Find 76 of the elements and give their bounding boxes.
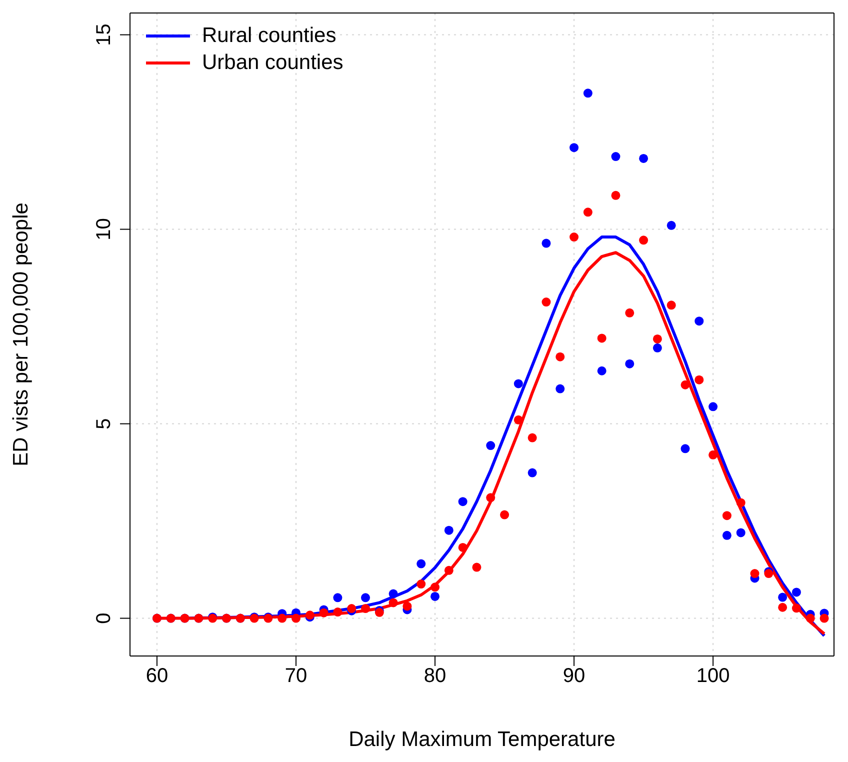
point [722, 530, 732, 540]
point [458, 497, 468, 506]
point [750, 569, 760, 578]
y-tick-label: 0 [93, 612, 115, 624]
point [402, 602, 412, 611]
x-tick-label: 90 [562, 665, 586, 688]
point [666, 220, 676, 230]
point [333, 608, 342, 617]
point [694, 375, 704, 384]
point [458, 542, 468, 552]
point [583, 208, 592, 217]
y-tick-label: 10 [93, 218, 115, 240]
point [388, 598, 398, 608]
point [611, 190, 620, 200]
point [361, 604, 370, 614]
point [652, 334, 662, 344]
point [652, 343, 662, 352]
y-axis-title: ED vists per 100,000 people [9, 202, 32, 466]
y-tick-label: 15 [93, 24, 115, 46]
point [597, 334, 606, 343]
point [570, 143, 579, 152]
legend-label: Urban counties [202, 50, 344, 76]
point [570, 232, 579, 242]
point [778, 602, 788, 612]
point [444, 526, 454, 535]
point [388, 589, 398, 598]
point [472, 562, 482, 572]
x-tick-label: 100 [696, 665, 730, 688]
point [444, 566, 454, 575]
point [528, 433, 537, 442]
point [639, 154, 648, 163]
point [486, 441, 496, 450]
point [514, 379, 523, 388]
point [416, 580, 426, 589]
point [820, 614, 829, 623]
point [556, 352, 565, 362]
point [542, 238, 551, 248]
point [430, 582, 440, 592]
point [583, 88, 592, 98]
point [430, 592, 440, 601]
point [680, 444, 690, 454]
point [319, 608, 328, 618]
x-tick-label: 70 [284, 665, 308, 688]
point [291, 614, 300, 623]
point [736, 498, 746, 508]
point [708, 402, 718, 412]
y-tick-label: 5 [93, 418, 115, 430]
point [666, 300, 676, 310]
point [680, 380, 690, 390]
point [542, 298, 551, 307]
point [806, 614, 815, 623]
x-tick-label: 60 [146, 665, 168, 688]
point [639, 236, 648, 245]
point [792, 588, 801, 597]
point [611, 152, 620, 162]
point [625, 359, 634, 368]
point [694, 316, 704, 326]
point [416, 559, 426, 568]
point [556, 384, 565, 394]
x-tick-label: 80 [424, 665, 446, 688]
point [528, 468, 537, 478]
legend-label: Rural counties [202, 23, 336, 49]
point [514, 415, 523, 424]
point [500, 510, 510, 520]
point [361, 593, 370, 602]
x-axis-title: Daily Maximum Temperature [348, 728, 616, 751]
point [333, 593, 342, 602]
point [778, 592, 788, 602]
point [486, 493, 496, 502]
point [625, 308, 634, 318]
point [792, 604, 801, 613]
point [708, 450, 718, 460]
point [722, 511, 732, 520]
point [597, 366, 606, 376]
point [736, 528, 746, 538]
point [278, 614, 287, 623]
